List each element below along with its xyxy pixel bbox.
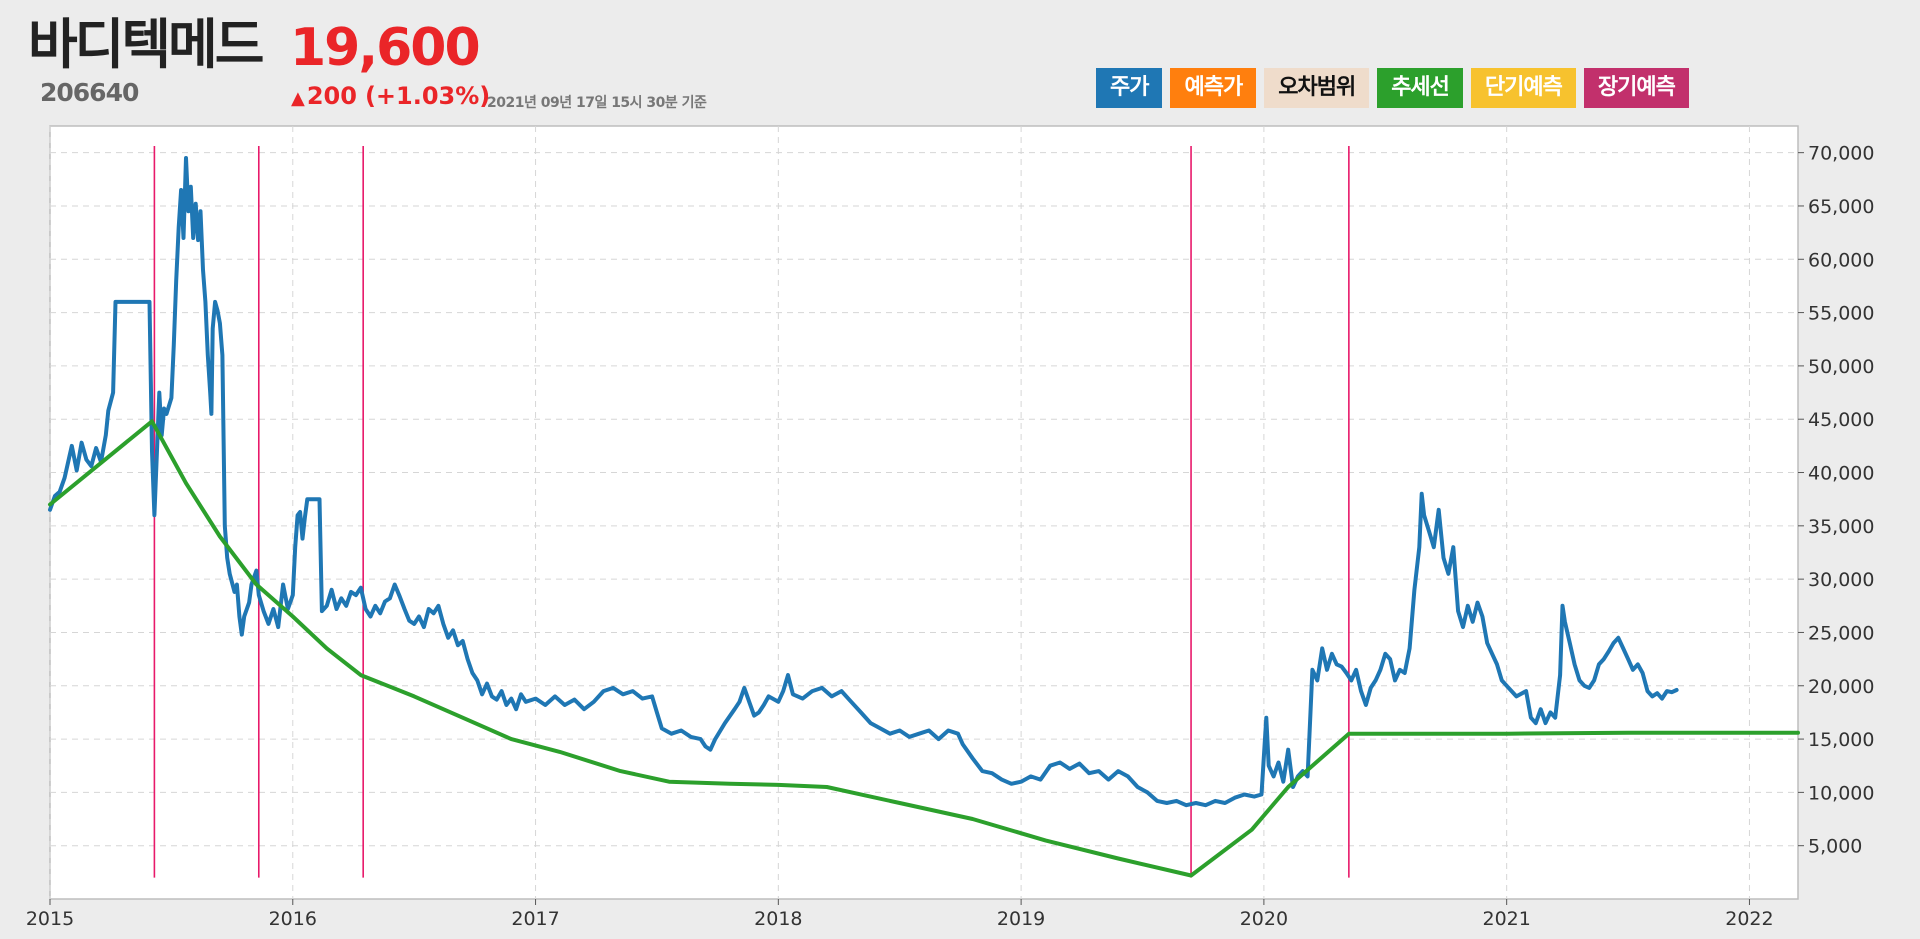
plot-area: [49, 125, 1799, 900]
current-price: 19,600: [290, 18, 481, 78]
y-tick-label: 65,000: [1808, 196, 1874, 218]
legend-item-predicted[interactable]: 예측가: [1170, 68, 1257, 108]
change-amount: 200: [306, 82, 357, 110]
y-tick-label: 5,000: [1808, 836, 1862, 858]
x-tick-label: 2018: [754, 908, 802, 930]
x-tick-label: 2021: [1482, 908, 1530, 930]
series-line-price: [48, 156, 1679, 808]
timestamp: 2021년 09년 17일 15시 30분 기준: [487, 95, 707, 111]
legend: 주가 예측가 오차범위 추세선 단기예측 장기예측: [1096, 68, 1689, 108]
y-tick-label: 40,000: [1808, 463, 1874, 485]
legend-item-long-term[interactable]: 장기예측: [1583, 68, 1689, 108]
x-tick-label: 2017: [511, 908, 559, 930]
y-tick-label: 50,000: [1808, 356, 1874, 378]
y-tick-label: 30,000: [1808, 569, 1874, 591]
legend-item-error-range[interactable]: 오차범위: [1264, 68, 1370, 108]
legend-item-trendline[interactable]: 추세선: [1377, 68, 1463, 108]
price-change: ▲200 (+1.03%): [291, 84, 490, 108]
y-tick-label: 20,000: [1808, 676, 1874, 698]
y-tick-label: 60,000: [1808, 249, 1874, 271]
up-arrow-icon: ▲: [291, 88, 305, 109]
y-tick-label: 35,000: [1808, 516, 1874, 538]
stock-name: 바디텍메드: [28, 13, 264, 76]
y-tick-label: 15,000: [1808, 729, 1874, 751]
y-tick-label: 70,000: [1808, 143, 1874, 165]
legend-item-short-term[interactable]: 단기예측: [1470, 68, 1576, 108]
x-tick-label: 2020: [1240, 908, 1288, 930]
x-tick-label: 2019: [997, 908, 1045, 930]
y-tick-label: 25,000: [1808, 622, 1874, 644]
y-tick-label: 55,000: [1808, 303, 1874, 325]
x-tick-label: 2015: [26, 908, 74, 930]
change-percent: (+1.03%): [364, 82, 491, 110]
series-line-trend: [48, 419, 1800, 878]
x-tick-label: 2016: [269, 908, 317, 930]
y-tick-label: 45,000: [1808, 409, 1874, 431]
legend-item-price[interactable]: 주가: [1096, 68, 1163, 108]
x-tick-label: 2022: [1725, 908, 1773, 930]
stock-code: 206640: [40, 78, 139, 107]
y-tick-label: 10,000: [1808, 782, 1874, 804]
